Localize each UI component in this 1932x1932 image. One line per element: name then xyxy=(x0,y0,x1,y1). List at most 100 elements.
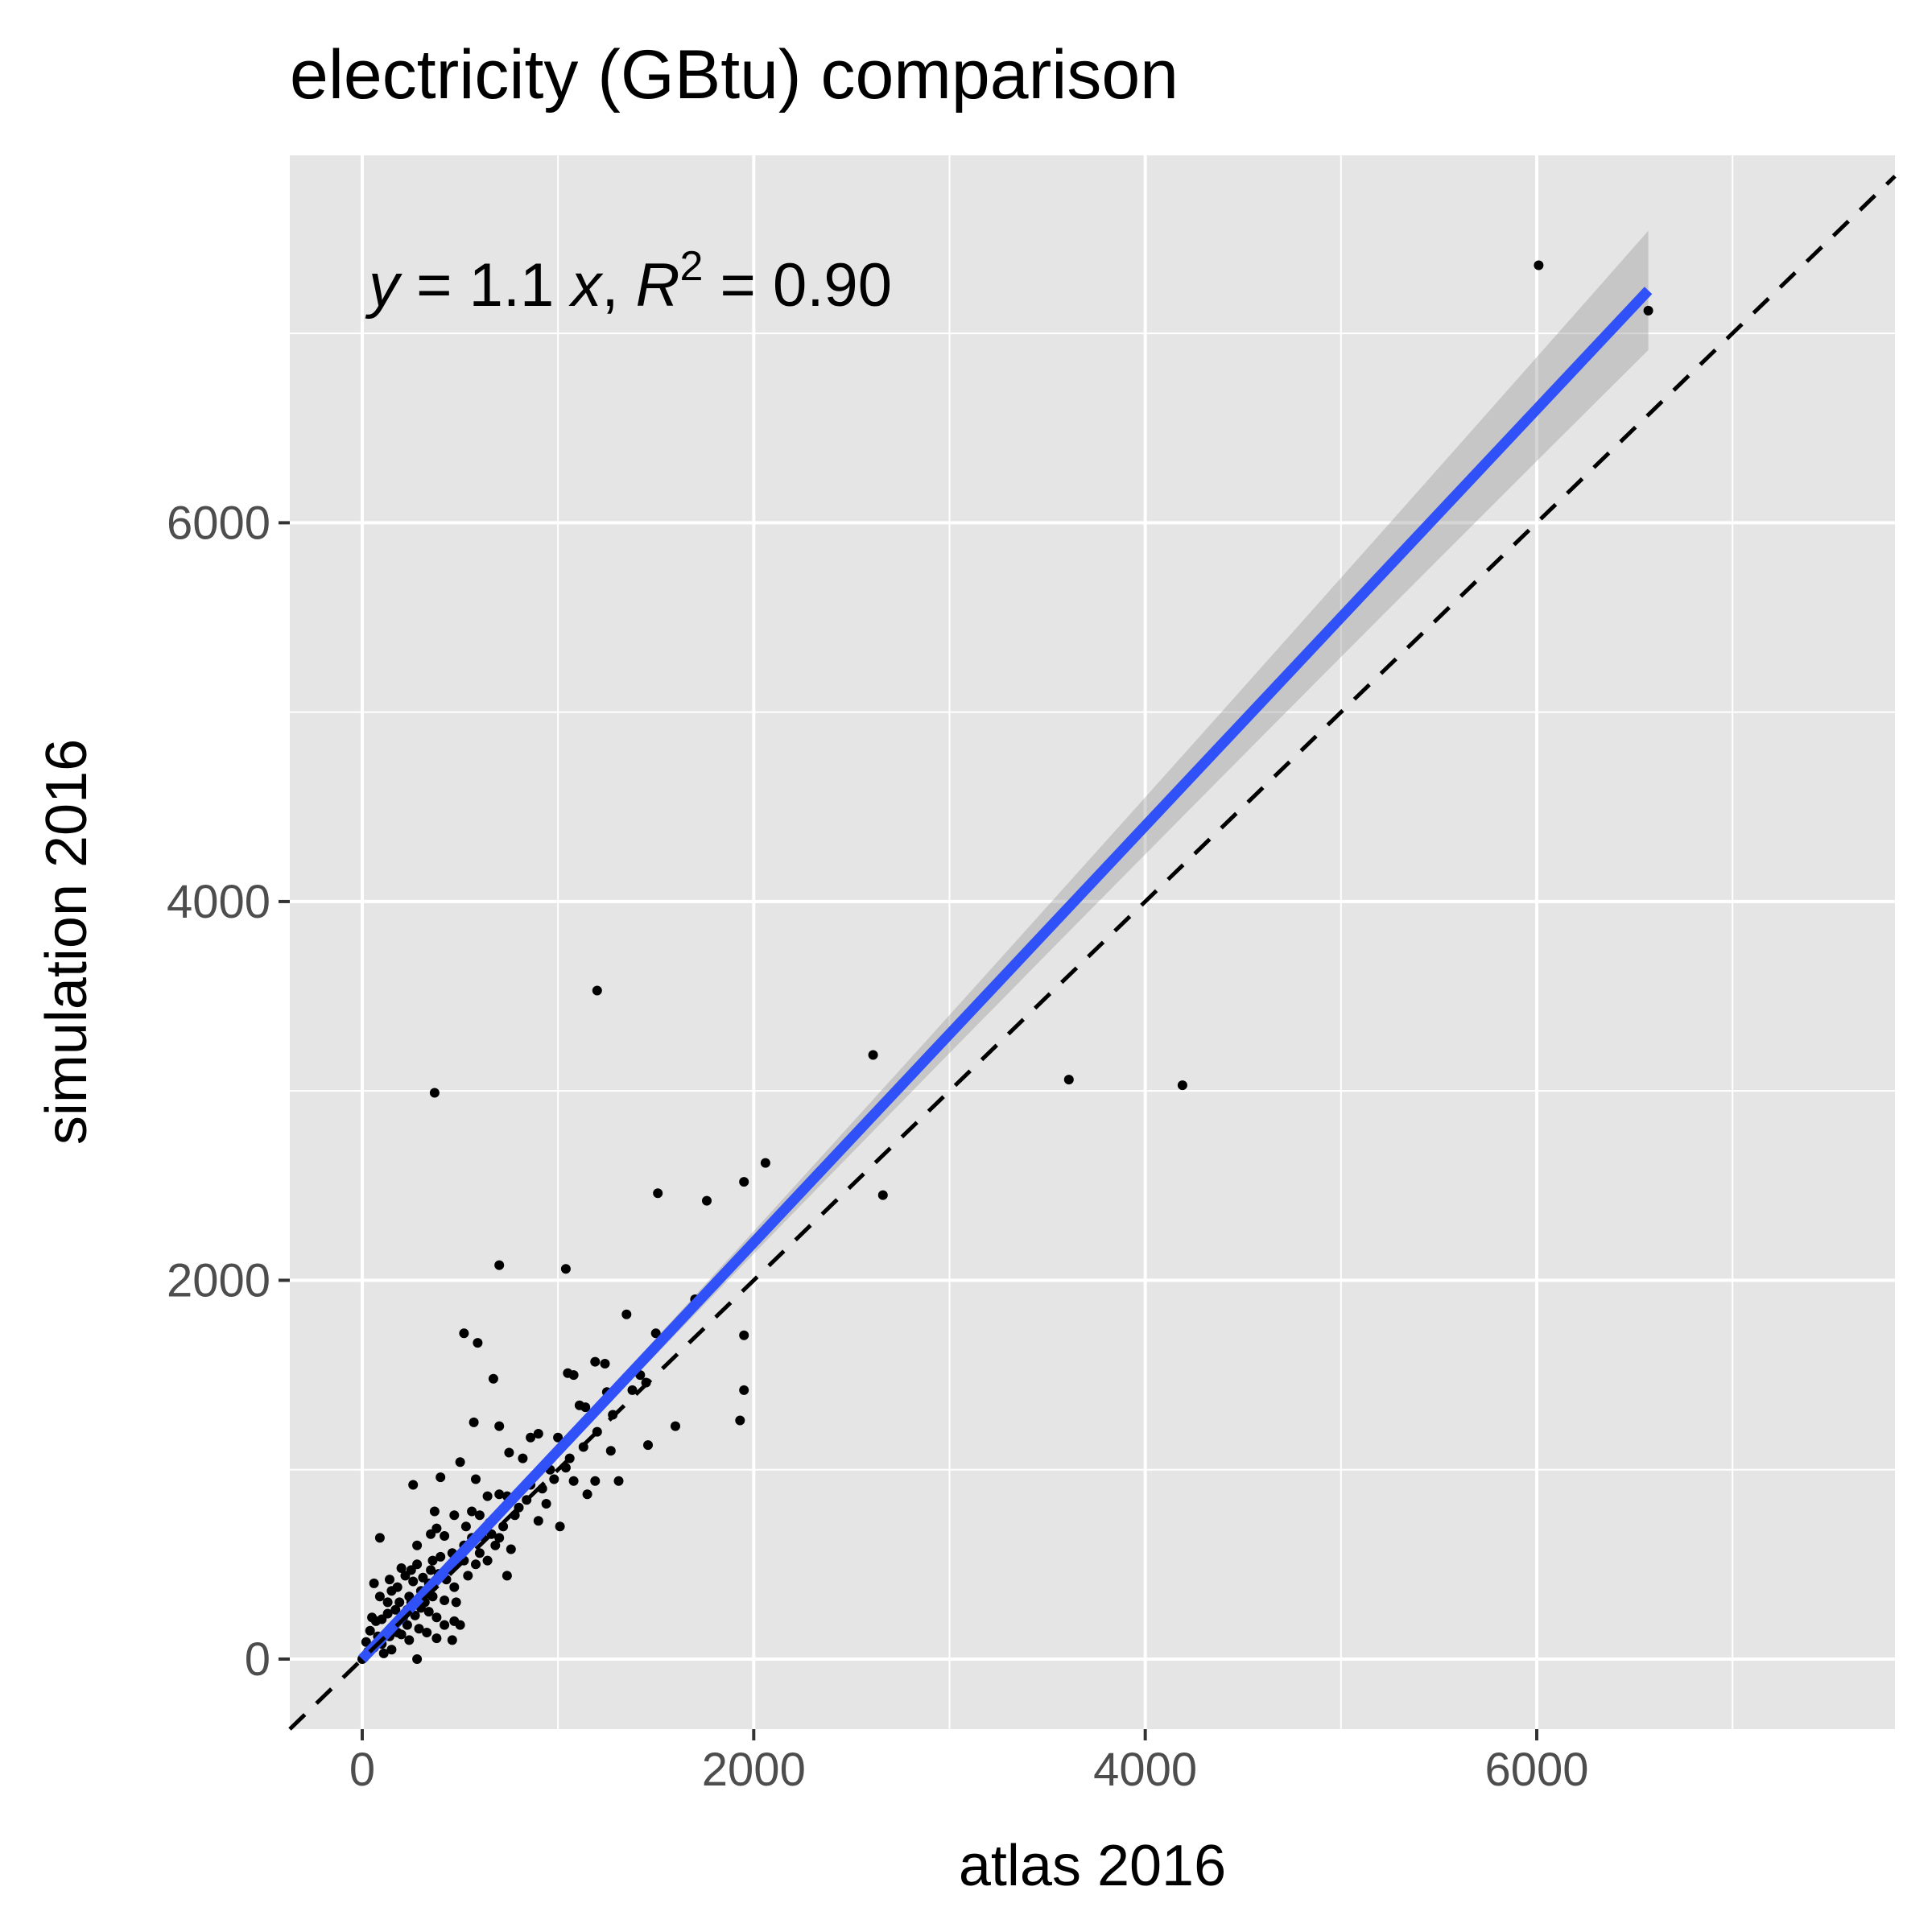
fit-annotation: y = 1.1 x, R2 = 0.90 xyxy=(365,243,892,320)
data-point xyxy=(385,1575,394,1585)
data-point xyxy=(549,1474,559,1484)
data-point xyxy=(414,1624,424,1634)
data-point xyxy=(627,1385,638,1395)
reference-line xyxy=(288,175,1897,1731)
y-tick-label: 6000 xyxy=(167,497,270,549)
data-point xyxy=(494,1533,505,1543)
data-point xyxy=(739,1177,749,1187)
y-tick-label: 4000 xyxy=(167,876,270,928)
data-point xyxy=(605,1446,616,1456)
data-point xyxy=(378,1648,389,1658)
data-point xyxy=(592,985,602,996)
data-point xyxy=(390,1604,401,1615)
data-point xyxy=(739,1330,749,1340)
data-point xyxy=(590,1476,601,1486)
data-point xyxy=(541,1499,551,1509)
data-point xyxy=(506,1544,516,1554)
data-point xyxy=(369,1578,379,1588)
data-point xyxy=(412,1654,423,1664)
data-point xyxy=(488,1373,498,1384)
data-point xyxy=(494,1421,505,1431)
data-point xyxy=(877,1190,888,1200)
data-point xyxy=(533,1429,543,1439)
data-point xyxy=(447,1635,457,1645)
data-point xyxy=(467,1506,477,1517)
data-point xyxy=(374,1533,385,1543)
data-point xyxy=(504,1447,514,1458)
data-point xyxy=(392,1582,402,1592)
data-point xyxy=(365,1625,375,1636)
data-point xyxy=(459,1328,469,1339)
data-point xyxy=(702,1195,712,1206)
reference-line-layer xyxy=(288,175,1897,1731)
data-point xyxy=(429,1088,440,1098)
data-point xyxy=(760,1158,770,1168)
x-tick-label: 0 xyxy=(349,1744,375,1796)
y-axis-title: simulation 2016 xyxy=(35,739,99,1145)
data-point xyxy=(431,1633,442,1644)
data-point xyxy=(621,1309,632,1319)
data-point xyxy=(455,1457,465,1468)
data-point xyxy=(374,1591,385,1602)
data-point xyxy=(526,1432,536,1443)
data-point xyxy=(494,1489,505,1500)
data-point xyxy=(739,1385,749,1395)
data-point xyxy=(449,1510,460,1521)
data-point xyxy=(382,1597,393,1608)
data-point xyxy=(431,1612,442,1623)
data-point xyxy=(533,1516,543,1526)
data-point xyxy=(650,1328,661,1339)
data-point xyxy=(426,1565,436,1575)
data-point xyxy=(460,1521,471,1532)
data-point xyxy=(455,1620,465,1630)
data-point xyxy=(463,1571,473,1581)
data-point xyxy=(498,1521,509,1532)
plot-panel xyxy=(290,155,1895,1729)
x-tick-label: 2000 xyxy=(702,1744,806,1796)
data-point xyxy=(613,1476,624,1486)
data-point xyxy=(396,1563,407,1573)
data-point xyxy=(555,1521,565,1532)
data-point xyxy=(482,1555,493,1566)
data-point xyxy=(427,1555,438,1566)
data-point xyxy=(580,1402,591,1413)
data-point xyxy=(473,1338,483,1348)
data-point xyxy=(653,1188,663,1199)
data-point xyxy=(418,1572,428,1583)
data-point xyxy=(361,1637,371,1647)
data-point xyxy=(396,1629,407,1640)
data-point xyxy=(440,1531,450,1541)
data-point xyxy=(412,1540,423,1550)
data-point xyxy=(429,1506,440,1517)
x-axis-title: atlas 2016 xyxy=(959,1834,1226,1898)
chart-title: electricity (GBtu) comparison xyxy=(290,36,1179,114)
data-point xyxy=(469,1417,479,1427)
data-point xyxy=(522,1495,532,1505)
fit-line xyxy=(358,287,1653,1663)
data-point xyxy=(553,1432,564,1443)
fit-line-layer xyxy=(358,287,1653,1663)
data-point xyxy=(671,1421,680,1431)
data-point xyxy=(568,1476,579,1486)
data-point xyxy=(408,1576,419,1587)
y-tick-label: 0 xyxy=(245,1633,270,1686)
data-point xyxy=(471,1474,481,1484)
data-point xyxy=(436,1551,446,1562)
data-point xyxy=(471,1559,481,1570)
major-gridlines xyxy=(290,155,1895,1729)
data-point xyxy=(367,1612,378,1623)
data-point xyxy=(422,1628,432,1637)
data-point xyxy=(560,1264,571,1274)
data-point xyxy=(394,1597,405,1608)
data-point xyxy=(449,1582,460,1592)
x-tick-label: 4000 xyxy=(1093,1744,1197,1796)
y-tick-label: 2000 xyxy=(167,1254,270,1307)
data-point xyxy=(451,1597,461,1608)
data-point xyxy=(868,1050,878,1060)
data-point xyxy=(423,1607,434,1617)
data-point xyxy=(568,1370,579,1381)
data-point xyxy=(402,1620,412,1630)
data-point xyxy=(1063,1075,1074,1085)
data-point xyxy=(490,1540,501,1550)
